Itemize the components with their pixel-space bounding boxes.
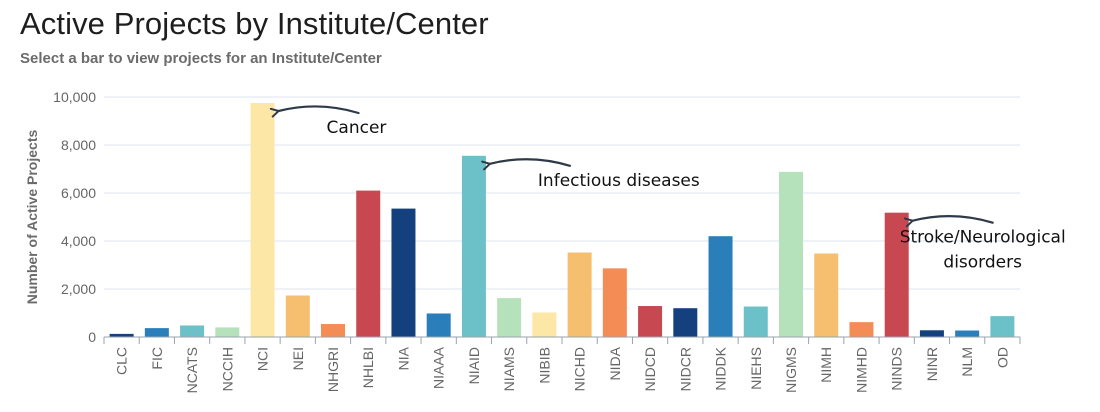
bar-ncats[interactable]: NCATS: 480	[180, 325, 205, 337]
y-tick-label: 8,000	[61, 137, 96, 153]
bar-niaid[interactable]: NIAID: 7550	[461, 155, 486, 337]
bar-nimhd[interactable]: NIMHD: 620	[849, 322, 874, 337]
x-tick-label-nida: NIDA	[607, 346, 623, 380]
annotation-text: disorders	[943, 253, 1022, 273]
bar-nia[interactable]: NIA: 5350	[391, 208, 416, 337]
x-tick-label-nichd: NICHD	[572, 347, 588, 391]
x-tick-label-nimhd: NIMHD	[853, 347, 869, 393]
bar-nidcr[interactable]: NIDCR: 1200	[673, 308, 698, 337]
x-tick-label-niaid: NIAID	[466, 347, 482, 384]
y-axis-label: Number of Active Projects	[24, 130, 40, 305]
x-tick-label-nhgri: NHGRI	[325, 347, 341, 392]
bar-niddk[interactable]: NIDDK: 4200	[708, 236, 733, 337]
bar-nida[interactable]: NIDA: 2860	[602, 268, 627, 337]
bar-nci[interactable]: NCI: 9750	[250, 103, 275, 337]
bar-od[interactable]: OD: 870	[990, 316, 1015, 337]
x-tick-label-nccih: NCCIH	[219, 347, 235, 391]
chart-subtitle: Select a bar to view projects for an Ins…	[20, 50, 382, 67]
bar-clc[interactable]: CLC: 130	[109, 333, 134, 337]
y-tick-label: 6,000	[61, 185, 96, 201]
bar-niehs[interactable]: NIEHS: 1270	[743, 306, 768, 337]
x-tick-label-niehs: NIEHS	[748, 347, 764, 390]
bar-nidcd[interactable]: NIDCD: 1290	[638, 306, 663, 337]
y-tick-label: 0	[88, 329, 96, 345]
y-tick-label: 2,000	[61, 281, 96, 297]
y-tick-label: 4,000	[61, 233, 96, 249]
x-tick-label-fic: FIC	[149, 347, 165, 370]
bar-nccih[interactable]: NCCIH: 400	[215, 327, 240, 337]
x-tick-label-nci: NCI	[255, 347, 271, 371]
x-tick-label-niams: NIAMS	[501, 347, 517, 391]
chart-title: Active Projects by Institute/Center	[20, 6, 489, 41]
bar-ninr[interactable]: NINR: 280	[919, 330, 944, 337]
bar-nibib[interactable]: NIBIB: 1020	[532, 312, 557, 337]
x-tick-label-nlm: NLM	[959, 347, 975, 377]
x-tick-label-od: OD	[994, 347, 1010, 368]
x-tick-label-nigms: NIGMS	[783, 347, 799, 393]
bar-nimh[interactable]: NIMH: 3480	[814, 253, 839, 337]
bar-fic[interactable]: FIC: 370	[144, 328, 169, 337]
annotation-arrow	[481, 158, 572, 171]
annotation-text: Cancer	[327, 118, 387, 138]
x-tick-label-nhlbi: NHLBI	[360, 347, 376, 388]
y-tick-label: 10,000	[53, 89, 96, 105]
x-tick-label-nimh: NIMH	[818, 347, 834, 383]
x-tick-label-nei: NEI	[290, 347, 306, 370]
bar-nhlbi[interactable]: NHLBI: 6100	[356, 190, 381, 337]
bar-nei[interactable]: NEI: 1730	[285, 295, 310, 337]
bar-niams[interactable]: NIAMS: 1620	[497, 298, 522, 337]
bar-ninds[interactable]: NINDS: 5180	[884, 212, 909, 337]
annotation-text: Infectious diseases	[538, 171, 700, 191]
bar-nichd[interactable]: NICHD: 3520	[567, 252, 592, 337]
x-tick-label-nibib: NIBIB	[536, 347, 552, 384]
x-tick-label-clc: CLC	[114, 347, 130, 375]
x-tick-label-ninr: NINR	[924, 347, 940, 381]
annotation-arrow	[269, 105, 360, 118]
annotation-text: Stroke/Neurological	[900, 228, 1066, 248]
annotation-arrow	[903, 215, 994, 228]
x-tick-label-ncats: NCATS	[184, 347, 200, 393]
bar-nlm[interactable]: NLM: 270	[955, 330, 980, 337]
x-tick-label-niddk: NIDDK	[713, 346, 729, 390]
bar-nhgri[interactable]: NHGRI: 540	[321, 324, 345, 337]
bar-niaaa[interactable]: NIAAA: 980	[426, 313, 451, 337]
bar-nigms[interactable]: NIGMS: 6880	[779, 171, 803, 337]
x-tick-label-nidcr: NIDCR	[677, 347, 693, 391]
x-tick-label-nia: NIA	[395, 346, 411, 370]
x-tick-label-ninds: NINDS	[889, 347, 905, 391]
x-tick-label-niaaa: NIAAA	[431, 346, 447, 389]
x-tick-label-nidcd: NIDCD	[642, 347, 658, 391]
